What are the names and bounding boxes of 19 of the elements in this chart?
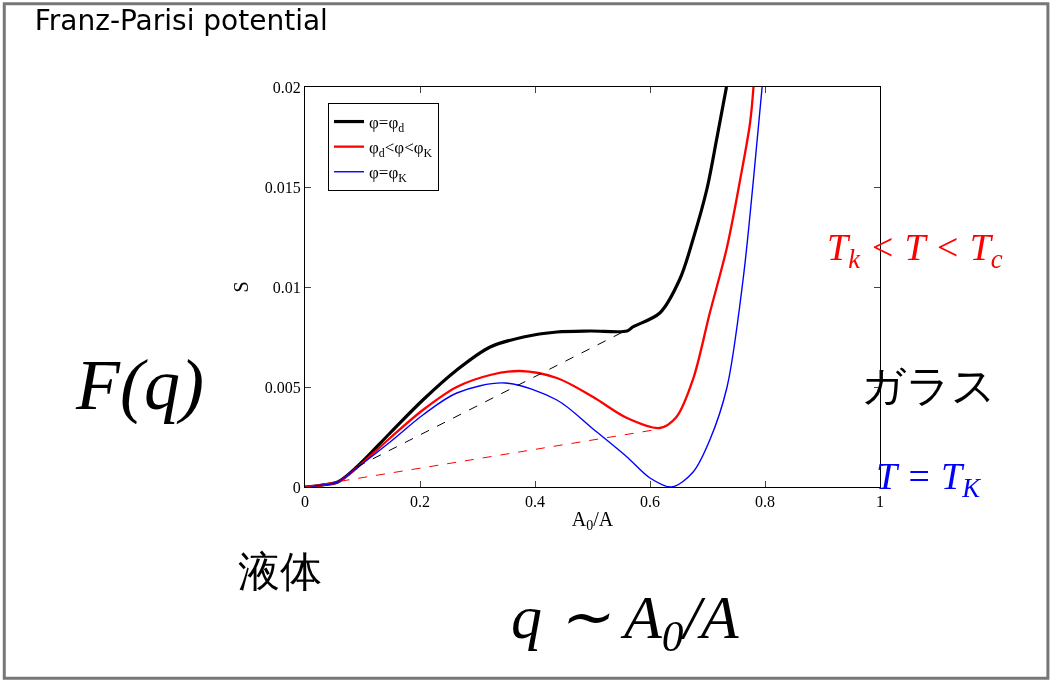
x-tick-label: 1 (876, 493, 884, 511)
text: q ∼ A$_{0}$/A (511, 583, 740, 661)
text: 液体 (238, 547, 322, 596)
legend-label: φ=φ$_{K}$ (369, 163, 408, 185)
x-tick-label: 0.6 (640, 493, 660, 511)
x-tick-label: 0.4 (525, 493, 545, 511)
legend-label: φ$_{d}$<φ<φ$_{K}$ (369, 138, 433, 160)
x-tick-label: 0.8 (755, 493, 775, 511)
y-tick-label: 0.015 (264, 178, 301, 196)
x-tick-label: 0.2 (410, 493, 430, 511)
y-tick-label: 0 (292, 478, 301, 496)
y-tick-label: 0.02 (272, 78, 301, 96)
text: F(q) (75, 345, 204, 425)
y-tick-label: 0.005 (264, 378, 301, 396)
y-tick-label: 0.01 (272, 278, 301, 296)
x-axis-title: A$_{0}$/A (571, 507, 614, 533)
y-axis-title: S (230, 281, 253, 293)
legend-label: φ=φ$_{d}$ (369, 113, 405, 135)
chart-title: Franz-Parisi potential (34, 3, 328, 37)
